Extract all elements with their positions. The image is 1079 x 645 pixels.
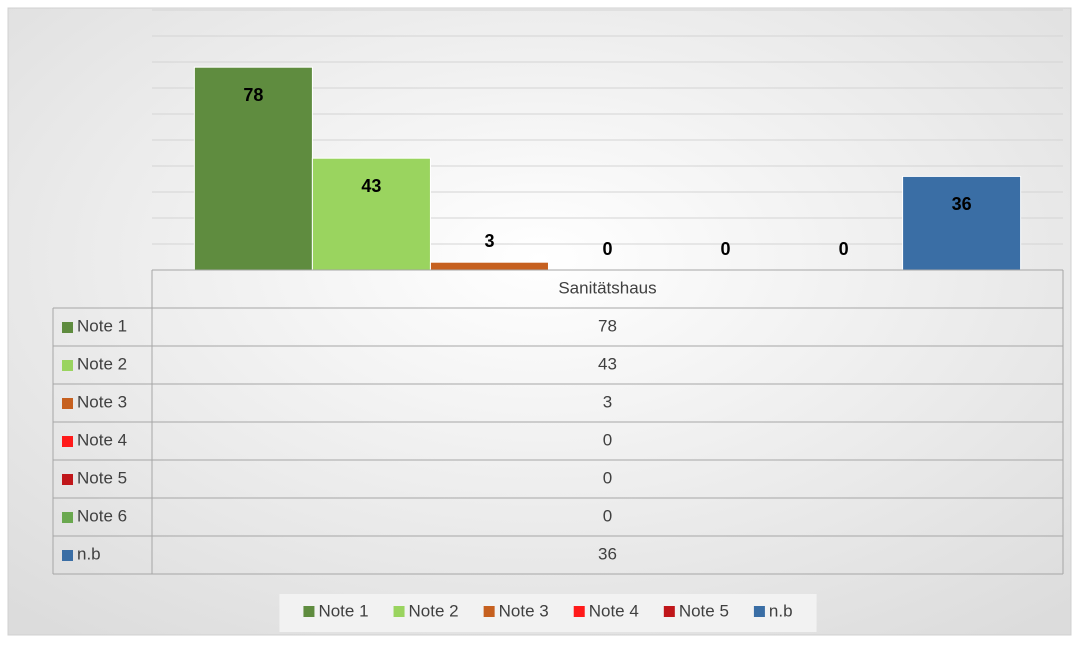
data-label: 3 xyxy=(484,231,494,251)
legend-key xyxy=(393,606,405,617)
legend-label: Note 2 xyxy=(409,601,459,620)
data-label: 0 xyxy=(721,239,731,259)
data-label: 43 xyxy=(361,176,381,196)
bar xyxy=(193,66,313,271)
bar xyxy=(429,261,549,271)
legend-key xyxy=(663,606,675,617)
table-row-label: Note 1 xyxy=(77,316,127,335)
table-cell: 36 xyxy=(598,544,617,563)
legend-key xyxy=(753,606,765,617)
table-cell: 0 xyxy=(603,468,612,487)
data-label: 78 xyxy=(243,85,263,105)
legend-label: n.b xyxy=(769,601,793,620)
table-legend-key xyxy=(62,550,73,561)
table-cell: 0 xyxy=(603,430,612,449)
table-row-label: Note 6 xyxy=(77,506,127,525)
table-legend-key xyxy=(62,474,73,485)
chart-area xyxy=(7,7,1072,636)
table-row-label: Note 5 xyxy=(77,468,127,487)
legend-label: Note 5 xyxy=(679,601,729,620)
table-cell: 43 xyxy=(598,354,617,373)
legend-key xyxy=(573,606,585,617)
table-header: Sanitätshaus xyxy=(558,278,656,297)
table-cell: 0 xyxy=(603,506,612,525)
legend-label: Note 3 xyxy=(499,601,549,620)
table-row-label: Note 2 xyxy=(77,354,127,373)
legend-key xyxy=(483,606,495,617)
table-legend-key xyxy=(62,398,73,409)
bar xyxy=(311,157,431,271)
table-cell: 3 xyxy=(603,392,612,411)
table-cell: 78 xyxy=(598,316,617,335)
table-row-label: Note 4 xyxy=(77,430,127,449)
legend-label: Note 1 xyxy=(318,601,368,620)
legend-label: Note 4 xyxy=(589,601,639,620)
table-row-label: n.b xyxy=(77,544,101,563)
bar xyxy=(902,175,1022,271)
legend-key xyxy=(303,606,315,617)
data-label: 36 xyxy=(952,194,972,214)
table-legend-key xyxy=(62,360,73,371)
table-legend-key xyxy=(62,512,73,523)
table-legend-key xyxy=(62,436,73,447)
table-legend-key xyxy=(62,322,73,333)
data-label: 0 xyxy=(602,239,612,259)
table-row-label: Note 3 xyxy=(77,392,127,411)
data-label: 0 xyxy=(839,239,849,259)
legend-box xyxy=(279,594,817,632)
